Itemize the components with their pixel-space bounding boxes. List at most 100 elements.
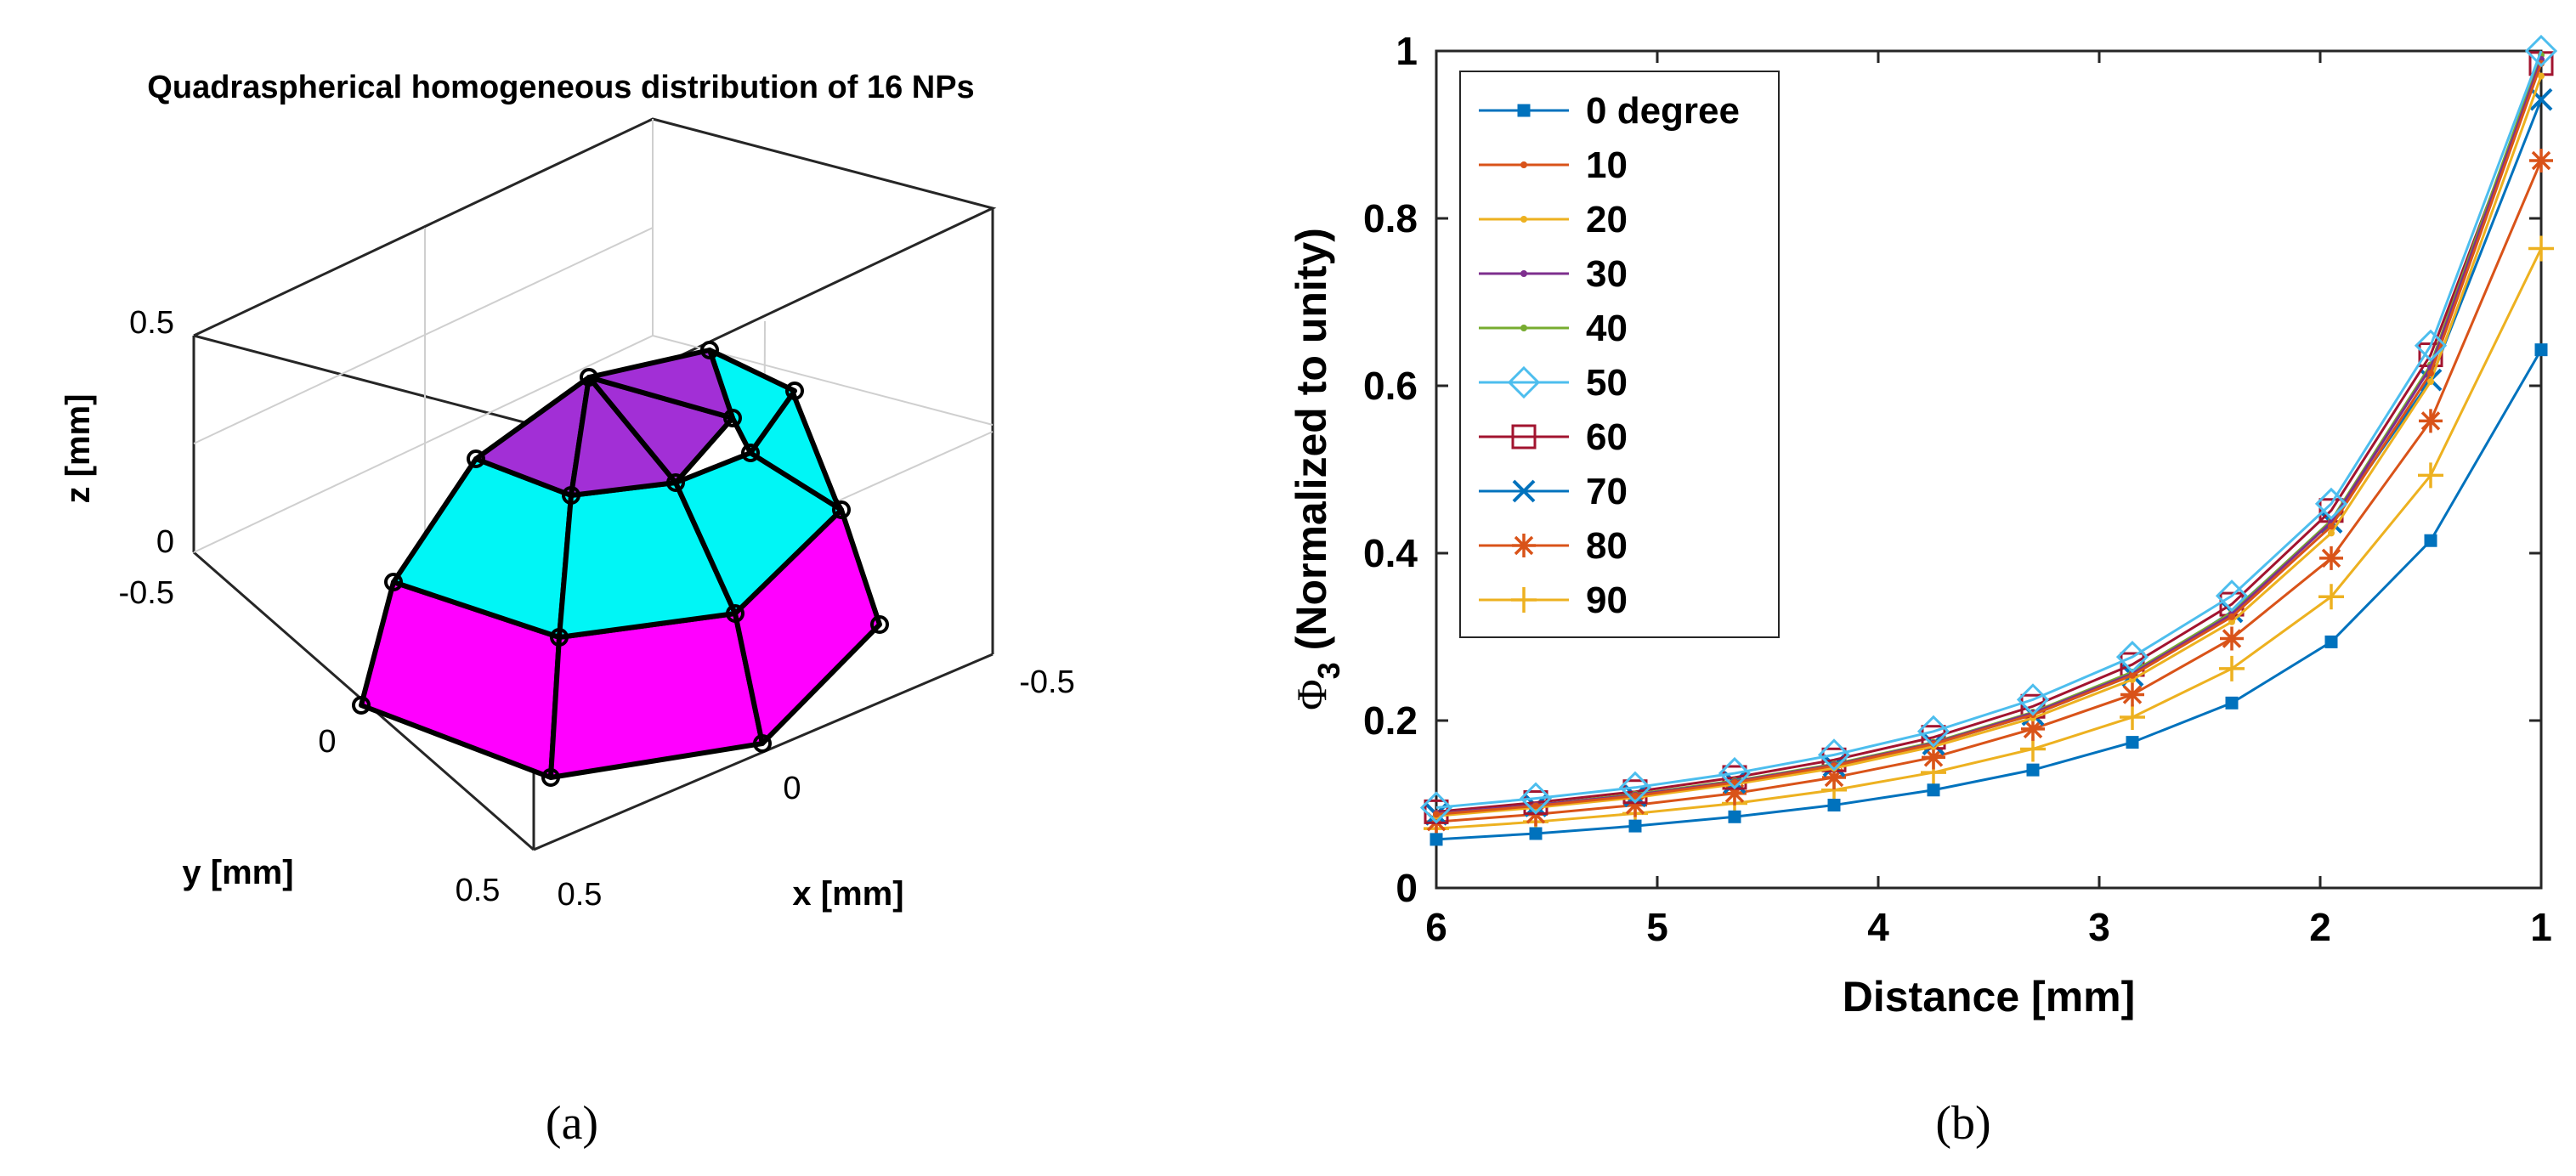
z-tick-label: 0	[156, 524, 174, 560]
axis-ticks: 6 5 4 3 2 100.20.40.60.81	[1363, 29, 2552, 949]
data-point	[1433, 811, 1440, 818]
data-point	[1817, 738, 1851, 772]
data-point	[2225, 696, 2239, 710]
np-marker	[753, 734, 772, 753]
data-point	[1529, 827, 1543, 840]
legend-entry: 50	[1479, 362, 1628, 404]
series-line	[1435, 63, 2543, 816]
data-point	[1731, 778, 1738, 786]
data-point	[1520, 161, 1527, 168]
legend-label: 80	[1586, 525, 1628, 567]
legend-label: 50	[1586, 362, 1628, 404]
dome-facet-top-4	[586, 348, 735, 421]
data-point	[2319, 546, 2343, 570]
data-point	[1430, 833, 1443, 846]
data-point	[2318, 584, 2344, 610]
panel-a-title: Quadraspherical homogeneous distribution…	[147, 70, 974, 105]
panel-b-line-chart: 6 5 4 3 2 100.20.40.60.81 0 degree10203040506…	[1288, 29, 2558, 1150]
data-point	[1827, 798, 1841, 811]
np-marker	[726, 604, 744, 623]
x-tick-label: 1	[2530, 905, 2552, 949]
np-marker	[550, 628, 569, 647]
x-axis-label: Distance [mm]	[1843, 973, 2136, 1021]
data-point	[1718, 756, 1752, 790]
np-marker	[741, 444, 760, 462]
y-tick-label: 0.6	[1363, 364, 1418, 408]
data-point	[1922, 745, 1945, 770]
series-0-degree	[1430, 343, 2548, 846]
data-point	[2424, 534, 2437, 547]
data-point	[1927, 783, 1940, 797]
x-tick-label: 0	[783, 771, 801, 806]
data-point	[2126, 736, 2139, 749]
x-tick-label: 0.5	[558, 877, 603, 913]
data-point	[2414, 329, 2448, 362]
data-point	[2026, 763, 2040, 777]
series-line	[1435, 63, 2543, 813]
panel-b-caption: (b)	[1935, 1097, 1990, 1150]
panel-a-caption: (a)	[546, 1097, 598, 1150]
z-tick-label: -0.5	[119, 575, 174, 611]
data-point	[2529, 149, 2553, 173]
legend-label: 10	[1586, 144, 1628, 186]
data-point	[1532, 802, 1539, 810]
series-line	[1435, 50, 2543, 809]
np-marker	[785, 382, 804, 400]
x-tick-label: 4	[1867, 905, 1889, 949]
legend-entry: 10	[1479, 144, 1628, 186]
data-point	[2419, 409, 2443, 433]
legend-entry: 80	[1479, 525, 1628, 567]
data-point	[2228, 613, 2235, 620]
legend-label: 0 degree	[1586, 90, 1740, 132]
x-tick-label: 6	[1425, 905, 1447, 949]
legend-entry: 0 degree	[1479, 90, 1740, 132]
data-point	[2219, 655, 2245, 681]
np-marker	[580, 368, 598, 387]
data-point	[2220, 626, 2244, 651]
series-line	[1435, 76, 2543, 817]
legend-label: 90	[1586, 580, 1628, 621]
data-point	[1822, 765, 1846, 789]
legend-label: 40	[1586, 308, 1628, 349]
legend-label: 70	[1586, 471, 1628, 512]
y-axis-label-symbol: Φ	[1288, 679, 1335, 710]
data-point	[1519, 782, 1553, 815]
data-point	[2016, 683, 2050, 716]
x-tick-label: 3	[2088, 905, 2110, 949]
data-point	[1723, 781, 1747, 806]
legend-entry: 40	[1479, 308, 1628, 349]
data-point	[2215, 580, 2249, 613]
data-point	[2314, 487, 2348, 521]
data-point	[2328, 523, 2335, 530]
data-point	[1517, 104, 1531, 117]
data-point	[1728, 810, 1741, 823]
data-point	[1520, 270, 1527, 277]
data-point	[1520, 216, 1527, 223]
dome-surface	[359, 348, 882, 780]
data-point	[1419, 791, 1453, 824]
y-axis-label-sub: 3	[1311, 662, 1346, 679]
np-marker	[562, 486, 580, 505]
series-line	[1435, 160, 2543, 823]
data-point	[1520, 325, 1527, 331]
data-point	[1511, 424, 1537, 449]
x-tick-label: 2	[2309, 905, 2331, 949]
series-50	[1419, 34, 2558, 824]
data-point	[2427, 370, 2434, 377]
data-point	[2524, 34, 2558, 68]
np-marker	[352, 696, 371, 715]
legend-entry: 60	[1479, 416, 1628, 458]
svg-text:Φ3(Normalized to unity): Φ3 (Normalized to unity)	[1288, 228, 1346, 710]
z-axis-label: z [mm]	[59, 394, 97, 504]
data-point	[2115, 641, 2149, 674]
data-point	[1512, 534, 1536, 557]
data-point	[2120, 704, 2145, 731]
data-point	[1507, 365, 1541, 399]
data-point	[1618, 771, 1652, 804]
series-line	[1435, 247, 2543, 830]
y-tick-label: 0.2	[1363, 698, 1418, 743]
np-marker	[700, 341, 719, 359]
data-point	[2021, 716, 2045, 741]
y-axis-label: y [mm]	[182, 854, 293, 891]
y-tick-label: 0.4	[1363, 531, 1418, 575]
